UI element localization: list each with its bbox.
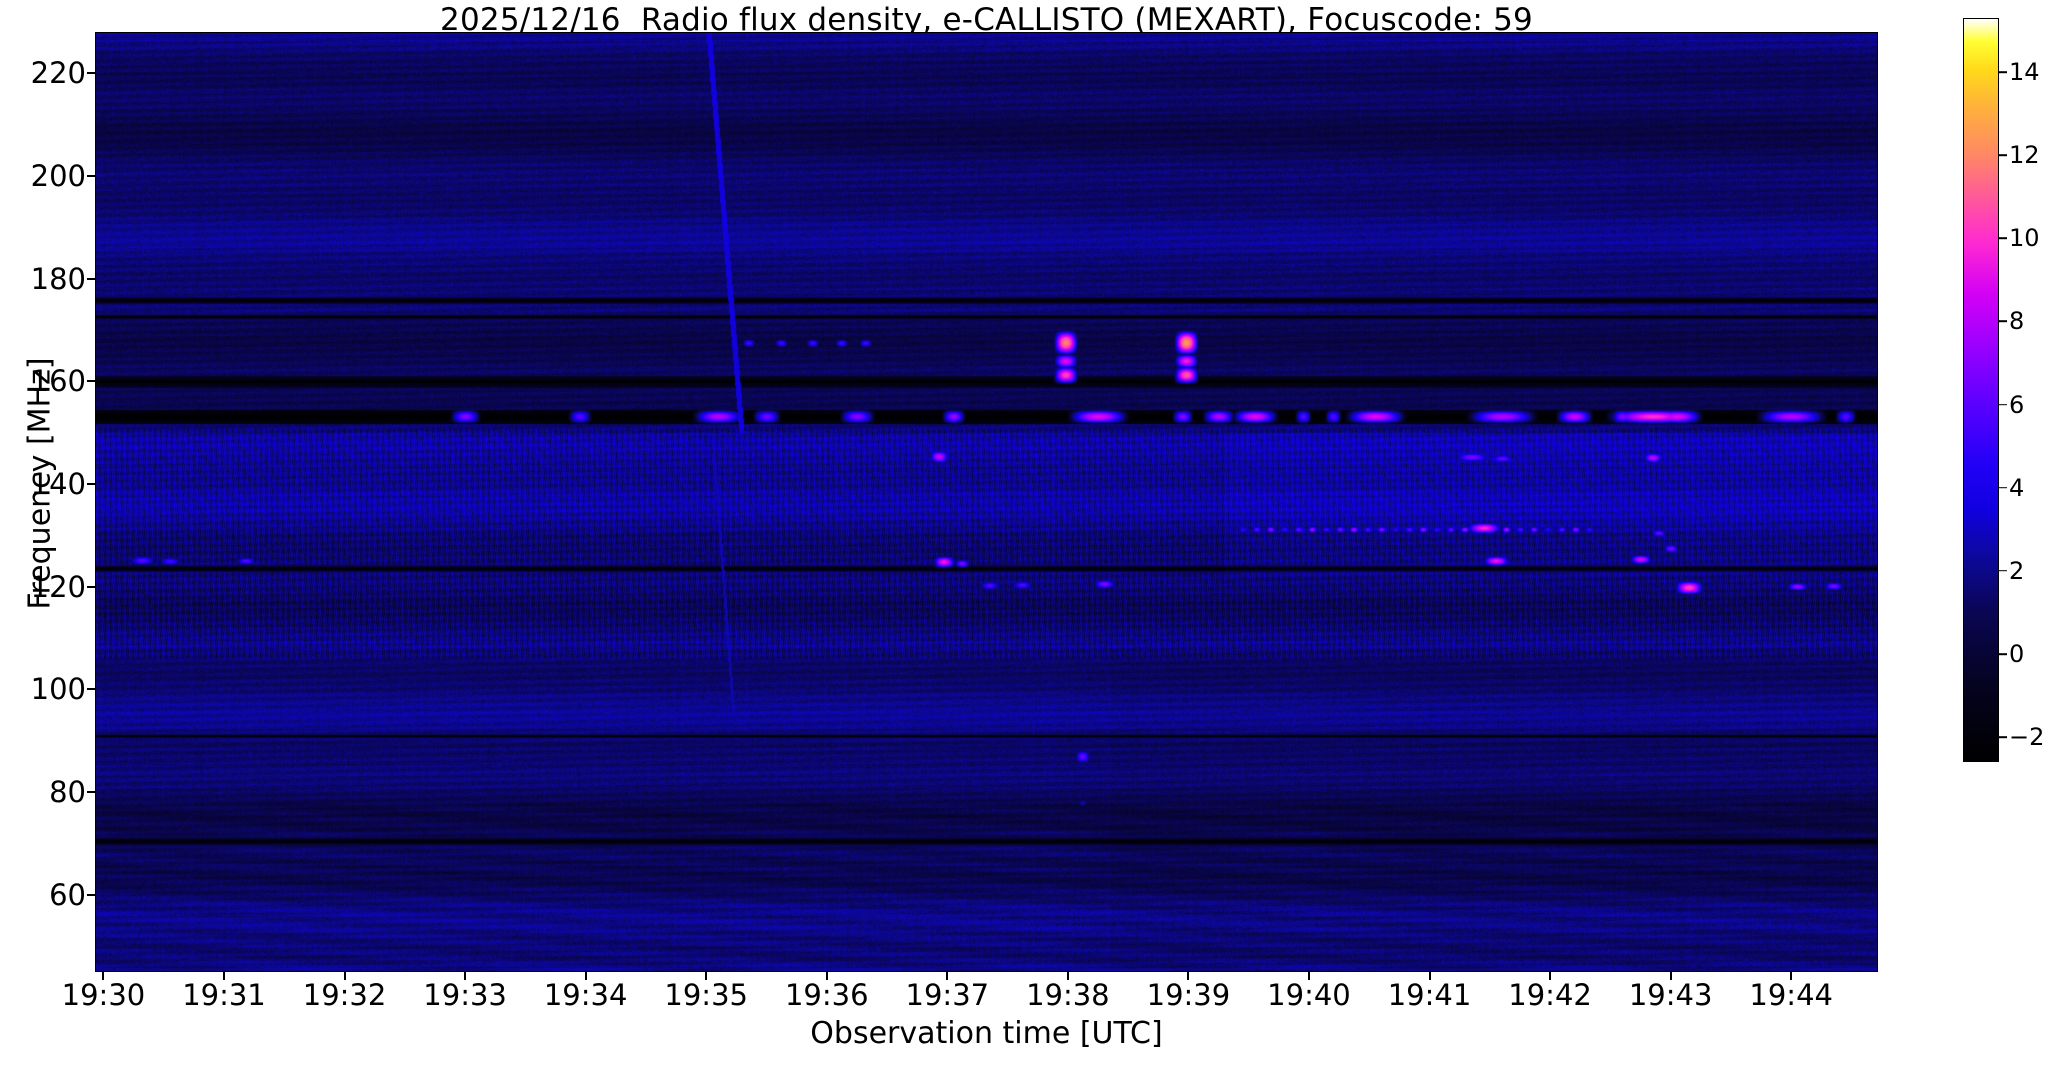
y-tick-label: 60 — [49, 877, 86, 912]
y-tick-mark — [87, 483, 95, 486]
x-tick-label: 19:38 — [1026, 978, 1110, 1012]
y-tick-label: 140 — [30, 467, 86, 502]
x-tick-mark — [705, 972, 708, 980]
y-tick-mark — [87, 174, 95, 177]
x-tick-label: 19:32 — [302, 978, 387, 1012]
colorbar-tick-label: 0 — [2009, 639, 2025, 668]
colorbar-tick-mark — [1999, 570, 2007, 572]
x-tick-label: 19:41 — [1387, 978, 1472, 1012]
colorbar-tick-mark — [1999, 320, 2007, 323]
x-tick-mark — [1549, 972, 1552, 980]
colorbar-tick-label: 12 — [2009, 141, 2040, 170]
x-axis-label: Observation time [UTC] — [810, 1016, 1163, 1051]
x-tick-mark — [1187, 972, 1190, 980]
colorbar-tick-mark — [1999, 71, 2007, 73]
colorbar-tick-mark — [1999, 653, 2007, 655]
x-tick-mark — [1066, 972, 1069, 980]
colorbar-tick-label: 4 — [2009, 473, 2025, 502]
y-tick-mark — [87, 72, 95, 75]
colorbar-gradient — [1964, 19, 1998, 761]
x-tick-label: 19:39 — [1146, 978, 1231, 1012]
y-tick-mark — [87, 585, 95, 588]
x-tick-mark — [1428, 972, 1431, 980]
x-tick-label: 19:44 — [1749, 978, 1833, 1012]
y-tick-label: 100 — [30, 672, 86, 707]
colorbar-tick-label: −2 — [2009, 723, 2045, 752]
x-tick-label: 19:35 — [664, 978, 748, 1012]
y-tick-label: 80 — [49, 775, 86, 810]
colorbar-tick-label: 10 — [2009, 224, 2040, 253]
colorbar-tick-mark — [1999, 403, 2007, 406]
x-tick-mark — [102, 972, 105, 980]
x-tick-mark — [343, 972, 346, 980]
colorbar-tick-label: 14 — [2009, 58, 2040, 87]
y-tick-label: 160 — [30, 364, 86, 399]
y-tick-mark — [87, 893, 95, 896]
x-tick-label: 19:43 — [1628, 978, 1713, 1012]
x-tick-mark — [946, 972, 949, 980]
y-tick-label: 220 — [30, 56, 86, 91]
colorbar-tick-mark — [1999, 237, 2007, 240]
x-tick-mark — [1790, 972, 1793, 980]
x-tick-label: 19:40 — [1267, 978, 1351, 1012]
x-tick-label: 19:34 — [543, 978, 628, 1012]
x-tick-label: 19:36 — [784, 978, 869, 1012]
colorbar-tick-mark — [1999, 486, 2007, 489]
x-tick-mark — [584, 972, 587, 980]
spectrogram-image — [95, 32, 1878, 972]
x-tick-label: 19:33 — [423, 978, 507, 1012]
y-tick-label: 200 — [30, 158, 86, 193]
y-tick-label: 120 — [30, 569, 86, 604]
spectrogram-canvas — [95, 32, 1878, 972]
y-tick-mark — [87, 277, 95, 280]
x-tick-mark — [1669, 972, 1672, 980]
x-tick-mark — [825, 972, 828, 980]
y-tick-mark — [87, 688, 95, 691]
x-tick-label: 19:30 — [61, 978, 146, 1012]
y-tick-mark — [87, 791, 95, 794]
colorbar-tick-mark — [1999, 154, 2007, 156]
x-tick-label: 19:37 — [905, 978, 990, 1012]
y-tick-mark — [87, 380, 95, 383]
colorbar-tick-label: 8 — [2009, 307, 2025, 336]
x-tick-mark — [464, 972, 467, 980]
x-tick-mark — [222, 972, 225, 980]
colorbar-tick-mark — [1999, 736, 2007, 738]
colorbar-tick-label: 2 — [2009, 556, 2025, 585]
y-tick-label: 180 — [30, 261, 86, 296]
x-tick-label: 19:42 — [1508, 978, 1592, 1012]
x-tick-mark — [1307, 972, 1310, 980]
x-tick-label: 19:31 — [182, 978, 266, 1012]
colorbar — [1963, 18, 1999, 762]
colorbar-tick-label: 6 — [2009, 390, 2025, 419]
